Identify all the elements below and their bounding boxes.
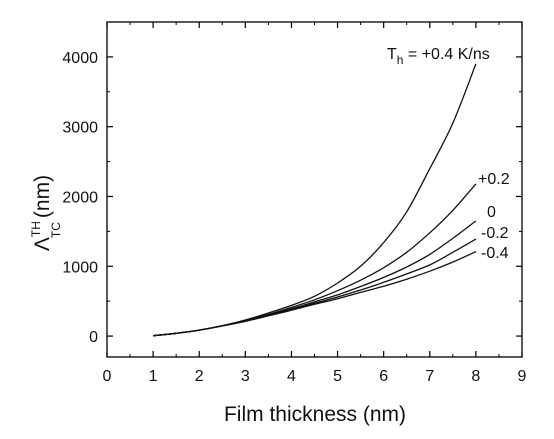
y-axis-title: ΛTH TC (nm) (29, 175, 63, 251)
y-tick-label: 2000 (62, 189, 98, 206)
series-line-0 (153, 63, 477, 337)
labels-layer: Th = +0.4 K/ns +0.2 0 -0.2 -0.4 (387, 46, 510, 262)
y-tick-label: 1000 (62, 259, 98, 276)
x-tick-label: 1 (149, 368, 158, 385)
series-label-subscript: h (397, 53, 404, 67)
series-label-main: T (387, 46, 397, 63)
series-line-3 (153, 238, 477, 337)
series-line-2 (153, 220, 477, 337)
x-tick-label: 9 (518, 368, 527, 385)
series-line-4 (153, 251, 477, 337)
series-label-3: -0.2 (481, 225, 509, 242)
x-tick-label: 6 (379, 368, 388, 385)
y-tick-label: 4000 (62, 50, 98, 67)
series-label-2: 0 (487, 204, 496, 221)
x-tick-label: 4 (287, 368, 296, 385)
series-line-1 (153, 183, 477, 337)
x-tick-label: 7 (425, 368, 434, 385)
y-axis-title-superscript: TH (29, 221, 43, 237)
x-tick-label: 2 (195, 368, 204, 385)
plot-frame (106, 21, 523, 358)
series-label-4: -0.4 (481, 245, 509, 262)
x-tick-label: 8 (471, 368, 480, 385)
series-label-1: +0.2 (478, 171, 510, 188)
axes: 0 1 2 3 4 5 6 7 8 9 0 1000 2000 3000 4000 (62, 21, 527, 385)
series-label-tail: = +0.4 K/ns (403, 46, 489, 63)
y-tick-label: 0 (89, 329, 98, 346)
x-tick-label: 5 (333, 368, 342, 385)
x-tick-label: 3 (241, 368, 250, 385)
x-tick-label: 0 (103, 368, 112, 385)
y-tick-label: 3000 (62, 120, 98, 137)
y-axis-title-unit: (nm) (31, 175, 54, 218)
y-axis-title-subscript: TC (49, 222, 63, 238)
y-axis-title-base: Λ (31, 237, 54, 251)
series-layer (153, 63, 477, 337)
series-label-0: Th = +0.4 K/ns (387, 46, 490, 67)
x-axis-title: Film thickness (nm) (224, 403, 406, 426)
